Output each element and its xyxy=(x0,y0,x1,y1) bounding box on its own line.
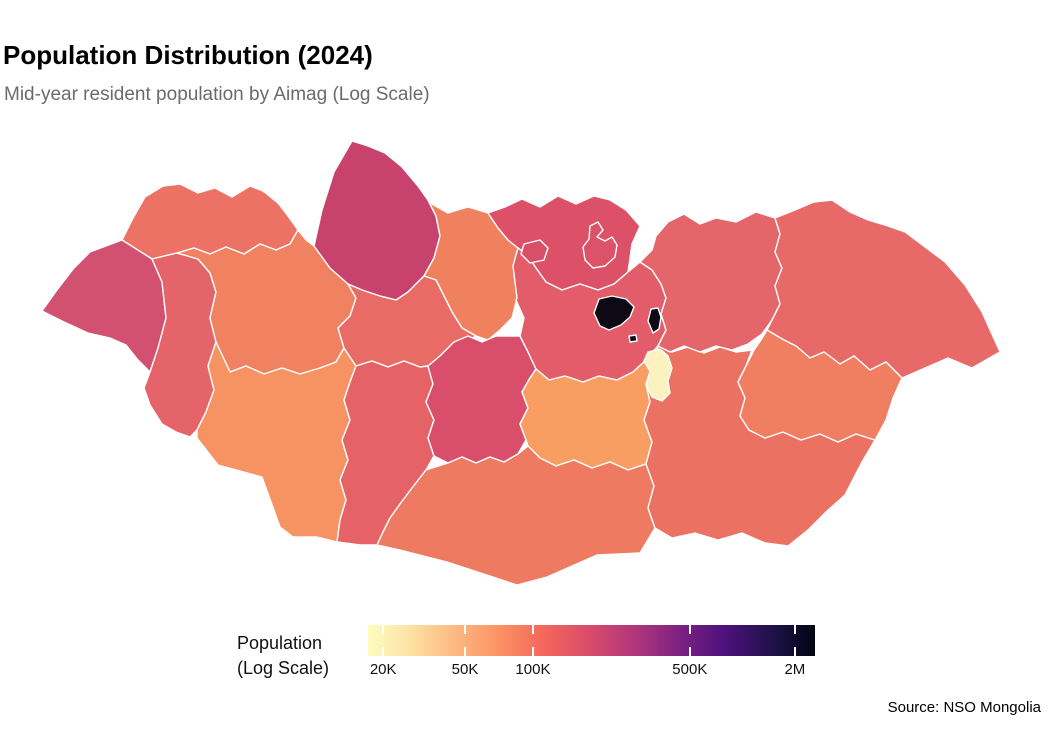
map-region-govi-altai xyxy=(196,341,357,543)
map-region-ovorkhangai xyxy=(425,335,537,464)
map-region-orkhon xyxy=(520,239,549,264)
map-region-bayan-olgii xyxy=(41,239,167,373)
map-region-ulaanbaatar xyxy=(593,295,662,343)
source-credit: Source: NSO Mongolia xyxy=(887,699,1041,716)
map-region-sukhbaatar xyxy=(737,329,903,443)
map-region-dornogovi xyxy=(643,345,876,547)
page-title: Population Distribution (2024) xyxy=(3,40,373,70)
map-region-govisumber xyxy=(643,348,673,402)
map-region-omnogovi xyxy=(376,445,656,586)
chart-subtitle: Mid-year resident population by Aimag (L… xyxy=(4,84,430,105)
map-region-darkhan-uul xyxy=(582,221,618,269)
